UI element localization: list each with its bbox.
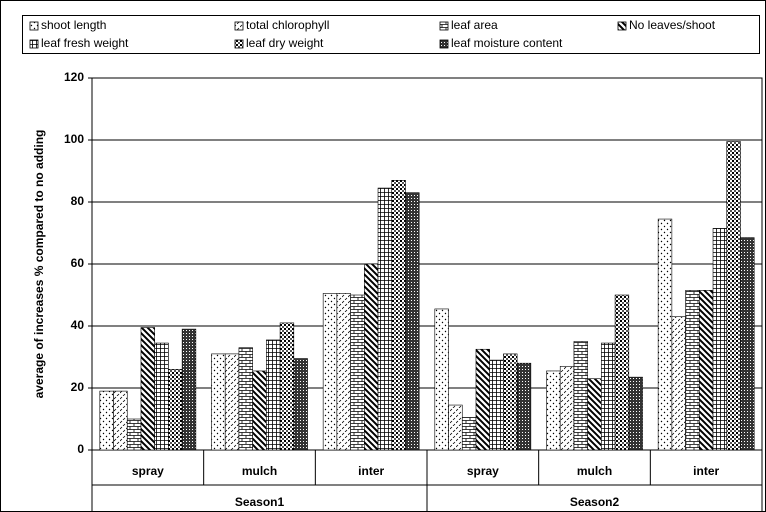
bar [140,327,155,451]
bar [699,290,714,451]
x-tick-label: mulch [242,464,277,478]
bar [671,316,686,451]
y-tick-label: 60 [71,256,85,270]
legend-swatch [234,39,244,49]
x-tick-label: inter [358,464,384,478]
group-label: Season2 [570,495,620,509]
bar [475,348,490,451]
bar [726,141,741,451]
bar [448,404,463,451]
y-axis-title: average of increases % compared to no ad… [32,130,46,399]
bar [126,418,142,451]
y-tick-label: 40 [71,318,85,332]
bar [559,365,575,451]
bar [685,290,700,451]
legend-swatch [234,21,244,31]
legend-swatch [29,39,39,49]
legend-swatch [617,21,627,31]
bar [364,263,379,451]
legend-swatch [29,21,39,31]
legend-label: leaf fresh weight [41,36,129,50]
bar [657,218,673,451]
bar [293,358,308,451]
legend-label: No leaves/shoot [629,18,716,32]
group-label: Season1 [235,495,285,509]
bar [434,308,449,451]
bar [322,293,338,451]
bar [391,180,406,451]
bar [628,376,643,451]
bar [168,369,183,451]
bar [516,362,532,451]
bar [350,294,365,451]
bar [601,342,616,451]
x-tick-label: spray [467,464,499,478]
bar [405,192,420,451]
bar [211,353,226,451]
legend-label: total chlorophyll [246,18,329,32]
legend-label: leaf dry weight [246,36,324,50]
y-tick-label: 80 [71,194,85,208]
legend-swatch [439,21,449,31]
x-tick-label: inter [693,464,719,478]
bar [614,294,630,451]
bar [377,187,393,451]
bar [238,347,253,451]
legend-swatch [439,39,449,49]
bar [573,341,588,451]
legend-label: leaf moisture content [451,36,563,50]
legend-label: shoot length [41,18,106,32]
x-tick-label: spray [132,464,164,478]
bar [279,322,295,451]
bar [336,293,351,451]
bar [224,353,240,451]
bar [266,339,281,451]
legend-box [22,15,760,54]
x-tick-label: mulch [577,464,612,478]
bar [113,390,128,451]
legend-label: leaf area [451,18,498,32]
bar [740,237,755,451]
y-tick-label: 0 [77,442,84,456]
bar [503,353,518,451]
bar [154,342,169,451]
bar [712,228,728,451]
y-tick-label: 100 [64,132,84,146]
bar [99,390,114,451]
bar [546,370,561,451]
y-tick-label: 20 [71,380,85,394]
y-tick-label: 120 [64,70,84,84]
bar [489,359,504,451]
bar [181,328,197,451]
bar [587,378,602,451]
bar [461,417,477,451]
bar [252,370,267,451]
